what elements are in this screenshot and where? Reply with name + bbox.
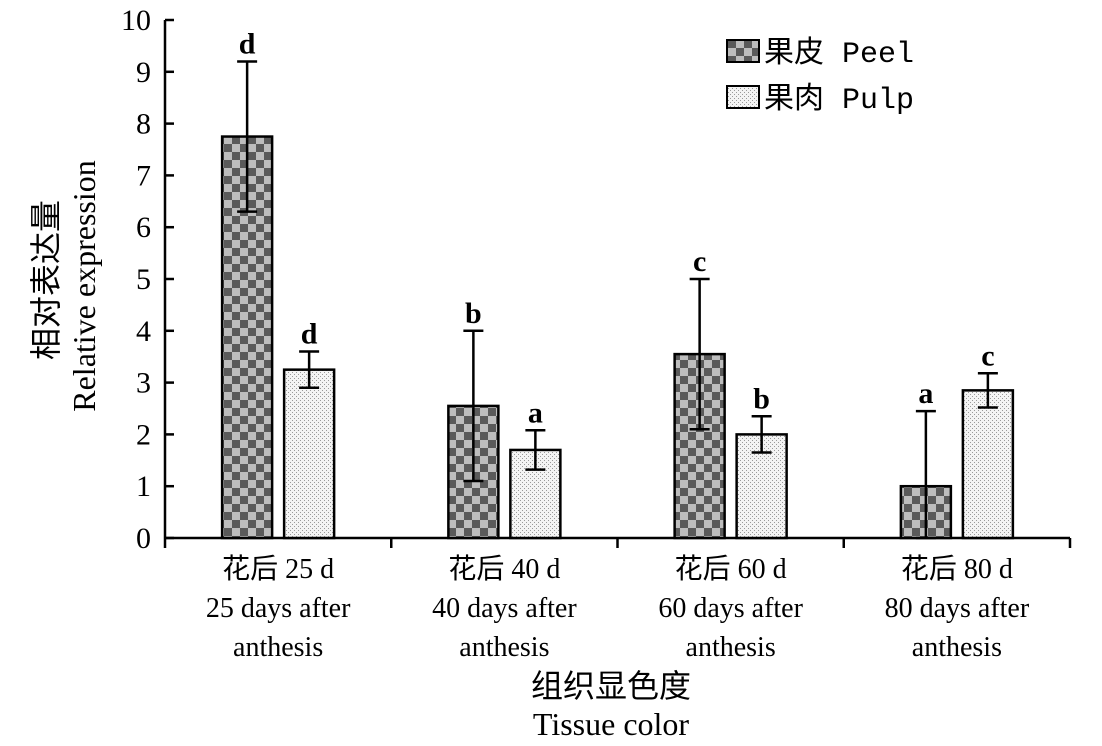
x-tick-label: 花后 40 d 40 days after anthesis	[432, 553, 577, 663]
x-tick-label-line: 花后 40 d	[448, 553, 560, 585]
y-axis: 0 1 2 3 4 5 6 7 8 9 10	[121, 4, 174, 555]
y-axis-title-chinese: 相对表达量	[28, 200, 64, 360]
y-tick-label: 7	[136, 159, 151, 192]
y-tick-label: 3	[136, 367, 151, 400]
legend: 果皮 Peel 果肉 Pulp	[726, 36, 914, 118]
x-tick-label-line: anthesis	[459, 632, 549, 663]
y-tick-label: 9	[136, 56, 151, 89]
x-tick-label-line: 花后 25 d	[222, 553, 334, 585]
significance-label: a	[528, 396, 543, 429]
x-tick-label: 花后 60 d 60 days after anthesis	[658, 553, 803, 663]
significance-label: c	[693, 245, 706, 278]
x-tick-label-line: anthesis	[912, 632, 1002, 663]
bar	[282, 368, 336, 540]
y-tick-label: 1	[136, 470, 151, 503]
significance-label: d	[239, 27, 256, 60]
x-axis-title-chinese: 组织显色度	[531, 668, 691, 704]
x-tick-label-line: 花后 60 d	[675, 553, 787, 585]
y-tick-label: 8	[136, 108, 151, 141]
x-tick-label: 花后 25 d 25 days after anthesis	[206, 553, 351, 663]
y-tick-label: 5	[136, 263, 151, 296]
y-tick-label: 0	[136, 522, 151, 555]
significance-label: b	[753, 382, 770, 415]
x-tick-label-line: 花后 80 d	[901, 553, 1013, 585]
bar	[961, 389, 1015, 540]
x-tick-label-line: 40 days after	[432, 593, 577, 624]
y-axis-title-english: Relative expression	[66, 160, 102, 411]
x-tick-label-line: 80 days after	[885, 593, 1030, 624]
x-axis: 花后 25 d 25 days after anthesis 花后 40 d 40 da…	[163, 536, 1072, 663]
x-axis-title-english: Tissue color	[533, 706, 690, 742]
significance-label: c	[981, 339, 994, 372]
significance-label: a	[918, 377, 933, 410]
x-tick-label-line: anthesis	[233, 632, 323, 663]
y-tick-label: 6	[136, 211, 151, 244]
significance-label: b	[465, 297, 482, 330]
legend-swatch	[726, 39, 760, 63]
legend-label: 果皮 Peel	[764, 36, 914, 72]
x-tick-label: 花后 80 d 80 days after anthesis	[885, 553, 1030, 663]
x-tick-label-line: anthesis	[686, 632, 776, 663]
legend-swatch	[726, 85, 760, 109]
x-tick-label-line: 25 days after	[206, 593, 351, 624]
y-tick-label: 2	[136, 418, 151, 451]
x-tick-label-line: 60 days after	[658, 593, 803, 624]
legend-label: 果肉 Pulp	[764, 82, 914, 118]
y-tick-label: 10	[121, 4, 151, 37]
bars: d b c a d a b c	[220, 27, 1015, 540]
y-tick-label: 4	[136, 315, 151, 348]
significance-label: d	[301, 318, 318, 351]
